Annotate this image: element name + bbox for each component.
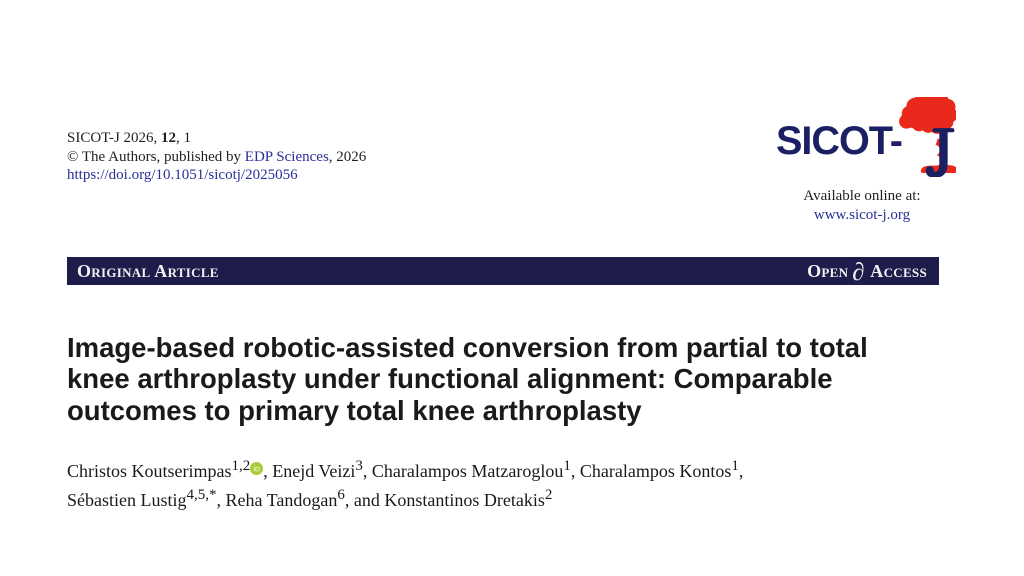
svg-text:SICOT-: SICOT- xyxy=(776,119,902,163)
